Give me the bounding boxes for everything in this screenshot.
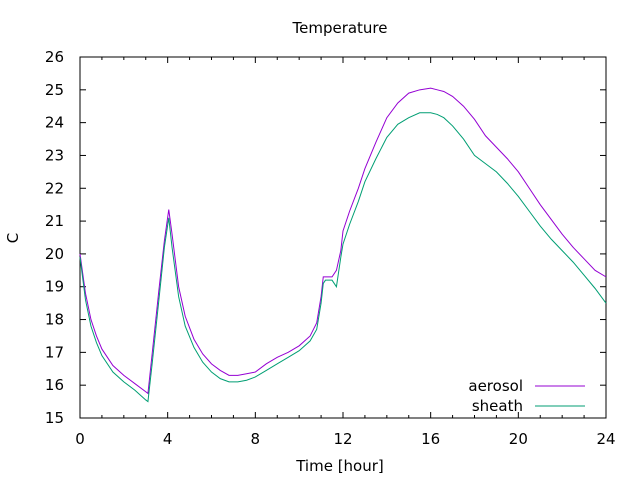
chart-title: Temperature (291, 19, 387, 37)
x-tick-label: 12 (333, 430, 352, 448)
y-tick-label: 16 (45, 376, 64, 394)
temperature-chart: Temperature C Time [hour] 15 16 17 18 19 20 21… (0, 0, 640, 480)
series-line-aerosol (80, 88, 606, 393)
x-tick-label: 24 (596, 430, 615, 448)
y-tick-label: 15 (45, 409, 64, 427)
y-tick-label: 22 (45, 179, 64, 197)
x-tick-label: 16 (421, 430, 440, 448)
axis-ticks: 15 16 17 18 19 20 21 22 23 24 25 26 0 4 8 12 16 20 24 (45, 48, 616, 448)
y-tick-label: 25 (45, 81, 64, 99)
y-tick-label: 18 (45, 311, 64, 329)
y-axis-label: C (4, 233, 22, 243)
x-tick-label: 8 (251, 430, 261, 448)
y-tick-label: 19 (45, 278, 64, 296)
x-tick-label: 0 (75, 430, 85, 448)
y-tick-label: 21 (45, 212, 64, 230)
x-tick-label: 4 (163, 430, 173, 448)
series-layer (80, 88, 606, 401)
x-axis-label: Time [hour] (295, 457, 384, 475)
legend: aerosol sheath (468, 377, 585, 415)
plot-frame (80, 57, 606, 418)
y-tick-label: 17 (45, 343, 64, 361)
chart-container: Temperature C Time [hour] 15 16 17 18 19 20 21… (0, 0, 640, 480)
legend-label-aerosol: aerosol (468, 377, 523, 395)
legend-label-sheath: sheath (472, 397, 523, 415)
y-tick-label: 23 (45, 146, 64, 164)
series-line-sheath (80, 113, 606, 402)
x-tick-label: 20 (509, 430, 528, 448)
y-tick-label: 20 (45, 245, 64, 263)
y-tick-label: 24 (45, 114, 64, 132)
y-tick-label: 26 (45, 48, 64, 66)
